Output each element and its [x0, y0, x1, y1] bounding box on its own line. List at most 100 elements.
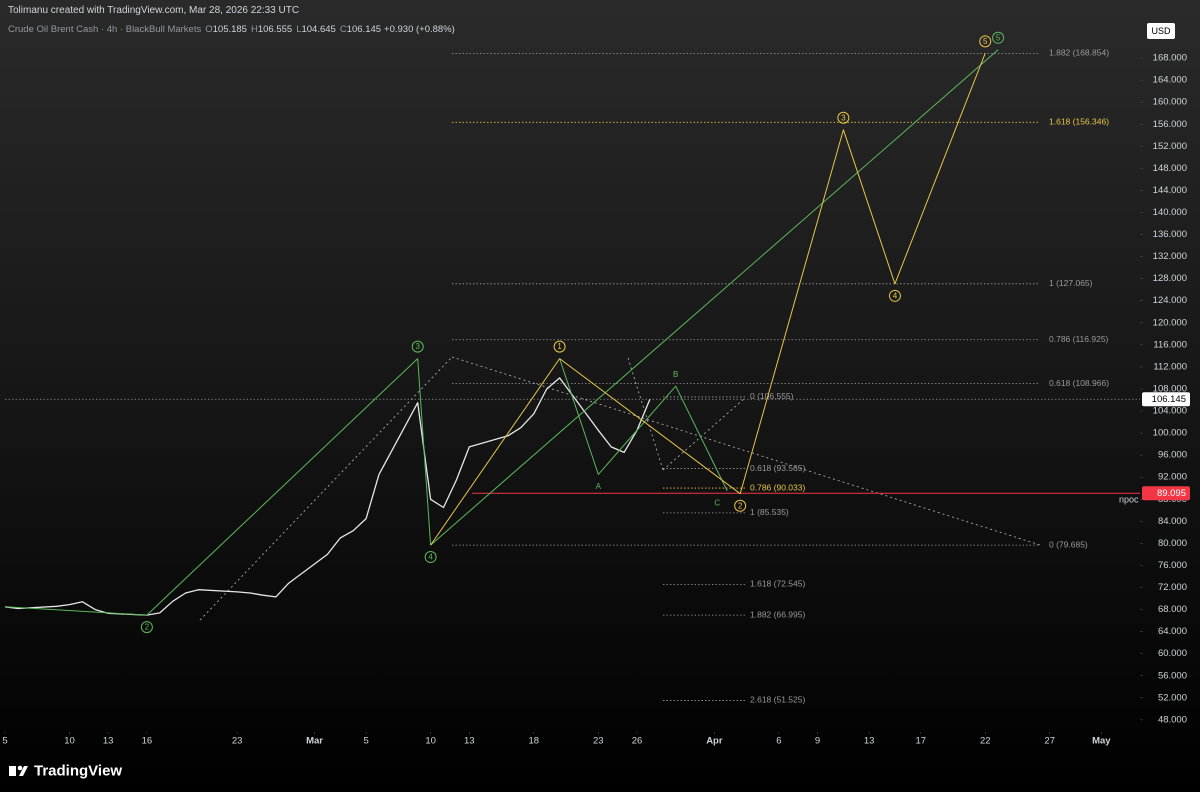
y-tick-label: 104.000	[1153, 406, 1187, 417]
wave-label-circle	[837, 111, 850, 124]
y-tick-label: 152.000	[1153, 141, 1187, 152]
x-tick-label: May	[1092, 736, 1111, 747]
fib-label: 1.882 (168.854)	[1049, 48, 1109, 58]
y-tick-label: 84.000	[1158, 516, 1187, 527]
y-tick-label: 112.000	[1153, 361, 1187, 372]
x-tick-label: 26	[632, 736, 643, 747]
y-tick-label: 148.000	[1153, 163, 1187, 174]
y-tick-label: 80.000	[1158, 538, 1187, 549]
y-tick-label: 48.000	[1158, 714, 1187, 725]
wave-label: 3	[841, 113, 846, 122]
wave-label-circle	[424, 551, 437, 564]
attribution: Tolimanu created with TradingView.com, M…	[8, 5, 300, 16]
fib-label: 0 (106.555)	[750, 391, 794, 401]
last-price-label: 106.145	[1152, 394, 1186, 405]
wave-label: B	[673, 370, 678, 379]
fib-label: 0.618 (93.565)	[750, 463, 805, 473]
guide-line	[451, 356, 1041, 546]
y-tick-label: 168.000	[1153, 53, 1187, 64]
price-line	[4, 377, 651, 616]
x-tick-label: 13	[464, 736, 475, 747]
y-tick-label: 156.000	[1153, 119, 1187, 130]
logo-mark	[9, 766, 16, 776]
x-tick-label: 10	[64, 736, 75, 747]
fib-label: 1.882 (66.995)	[750, 609, 805, 619]
wave-line	[430, 53, 986, 546]
ohlc-value: 104.645	[301, 24, 336, 35]
npoc-name: npoc	[1119, 495, 1139, 505]
fib-label: 1 (85.535)	[750, 507, 789, 517]
logo-mark	[19, 766, 28, 776]
wave-label: 2	[738, 501, 743, 510]
x-tick-label: 18	[529, 736, 540, 747]
y-tick-label: 64.000	[1158, 626, 1187, 637]
wave-label: A	[596, 482, 602, 491]
fib-label: 0 (79.685)	[1049, 539, 1088, 549]
wave-label-circle	[992, 31, 1005, 44]
ohlc-value: 106.145	[346, 24, 382, 35]
y-tick-label: 132.000	[1153, 251, 1187, 262]
y-tick-label: 96.000	[1158, 450, 1187, 461]
wave-line	[4, 358, 432, 616]
npoc-label: 89.095	[1157, 488, 1186, 499]
y-tick-label: 140.000	[1153, 207, 1187, 218]
ohlc-key: H	[250, 24, 258, 35]
guide-line	[662, 397, 746, 471]
fib-label: 0.618 (108.966)	[1049, 378, 1109, 388]
x-tick-label: 5	[363, 736, 368, 747]
fib-label: 0.786 (116.925)	[1049, 334, 1109, 344]
y-tick-label: 52.000	[1158, 692, 1187, 703]
fib-label: 1 (127.065)	[1049, 278, 1093, 288]
x-tick-label: 13	[864, 736, 875, 747]
y-tick-label: 116.000	[1153, 339, 1187, 350]
x-tick-label: 23	[593, 736, 604, 747]
currency-label: USD	[1151, 26, 1171, 36]
wave-label-circle	[553, 340, 566, 353]
y-tick-label: 164.000	[1153, 75, 1187, 86]
y-tick-label: 92.000	[1158, 472, 1187, 483]
y-tick-label: 160.000	[1153, 97, 1187, 108]
wave-label: 1	[557, 342, 562, 351]
x-tick-label: Mar	[306, 736, 323, 747]
x-tick-label: 6	[776, 736, 781, 747]
wave-label: 5	[983, 37, 988, 46]
brand-logo: TradingView	[34, 762, 122, 779]
y-tick-label: 136.000	[1153, 229, 1187, 240]
symbol-name: Crude Oil Brent Cash · 4h · BlackBull Ma…	[8, 24, 202, 35]
x-tick-label: 10	[425, 736, 436, 747]
logo-mark	[17, 765, 23, 771]
guide-line	[199, 356, 453, 621]
ohlc-value: 105.185	[212, 24, 247, 35]
ohlc-key: L	[296, 24, 302, 35]
wave-label-circle	[734, 499, 747, 512]
x-tick-label: 5	[2, 736, 7, 747]
wave-label: 4	[893, 291, 898, 300]
y-tick-label: 144.000	[1153, 185, 1187, 196]
y-tick-label: 76.000	[1158, 560, 1187, 571]
wave-label: 5	[996, 33, 1001, 42]
fib-label: 1.618 (72.545)	[750, 579, 805, 589]
symbol-info: Crude Oil Brent Cash · 4h · BlackBull Ma…	[8, 24, 455, 35]
x-tick-label: 13	[103, 736, 114, 747]
wave-label: 2	[145, 623, 150, 632]
ohlc-value: 106.555	[257, 24, 293, 35]
npoc-tag	[1142, 486, 1190, 501]
last-price-tag	[1142, 392, 1190, 407]
wave-line	[430, 49, 999, 546]
x-tick-label: 9	[815, 736, 820, 747]
y-tick-label: 60.000	[1158, 648, 1187, 659]
y-tick-label: 72.000	[1158, 582, 1187, 593]
x-tick-label: 16	[142, 736, 153, 747]
wave-label-circle	[888, 289, 901, 302]
y-tick-label: 100.000	[1153, 428, 1187, 439]
currency-button[interactable]	[1147, 23, 1175, 39]
wave-line	[559, 358, 728, 492]
y-tick-label: 120.000	[1153, 317, 1187, 328]
y-tick-label: 68.000	[1158, 604, 1187, 615]
x-tick-label: 23	[232, 736, 243, 747]
ohlc-key: C	[339, 24, 347, 35]
wave-label-circle	[411, 340, 424, 353]
y-tick-label: 108.000	[1153, 383, 1187, 394]
